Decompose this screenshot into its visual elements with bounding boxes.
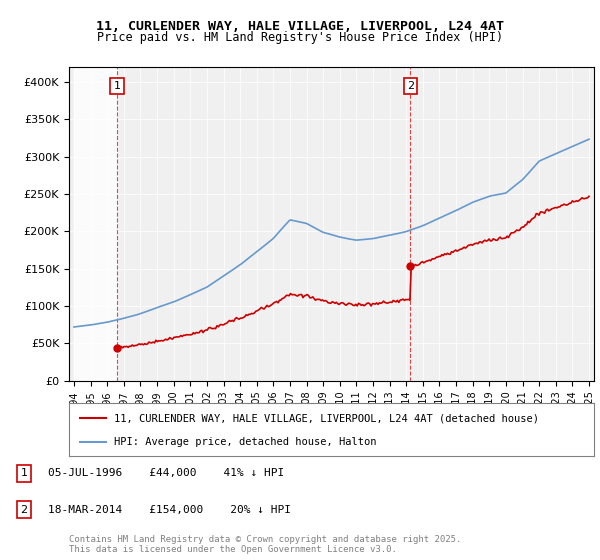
Text: HPI: Average price, detached house, Halton: HPI: Average price, detached house, Halt… — [113, 436, 376, 446]
Text: 1: 1 — [113, 81, 121, 91]
Text: 1: 1 — [20, 468, 28, 478]
Text: 2: 2 — [407, 81, 414, 91]
Text: 2: 2 — [20, 505, 28, 515]
Text: 11, CURLENDER WAY, HALE VILLAGE, LIVERPOOL, L24 4AT: 11, CURLENDER WAY, HALE VILLAGE, LIVERPO… — [96, 20, 504, 32]
Text: 05-JUL-1996    £44,000    41% ↓ HPI: 05-JUL-1996 £44,000 41% ↓ HPI — [48, 468, 284, 478]
Text: Price paid vs. HM Land Registry's House Price Index (HPI): Price paid vs. HM Land Registry's House … — [97, 31, 503, 44]
Text: 11, CURLENDER WAY, HALE VILLAGE, LIVERPOOL, L24 4AT (detached house): 11, CURLENDER WAY, HALE VILLAGE, LIVERPO… — [113, 413, 539, 423]
Bar — [74, 67, 117, 381]
Text: Contains HM Land Registry data © Crown copyright and database right 2025.
This d: Contains HM Land Registry data © Crown c… — [69, 535, 461, 554]
Text: 18-MAR-2014    £154,000    20% ↓ HPI: 18-MAR-2014 £154,000 20% ↓ HPI — [48, 505, 291, 515]
